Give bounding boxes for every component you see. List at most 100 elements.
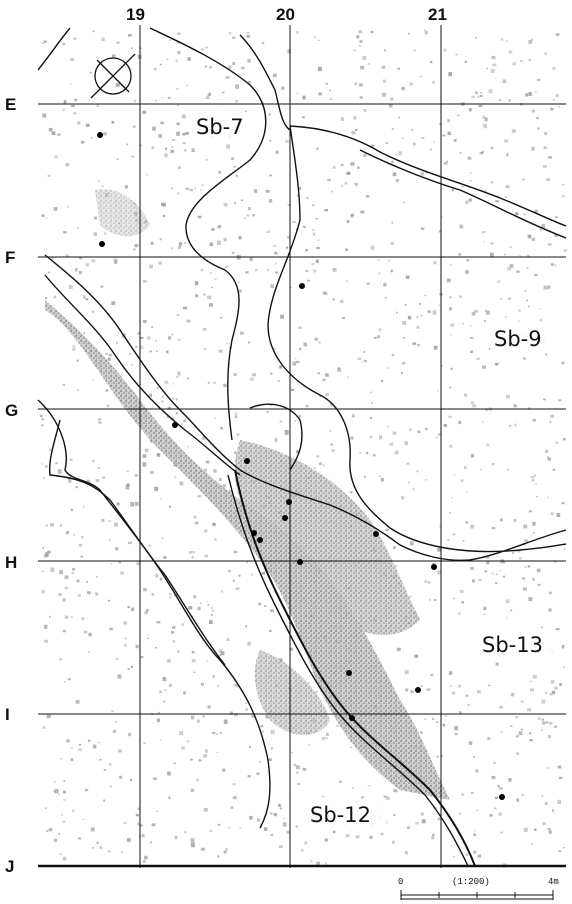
gravel-stone (421, 137, 425, 140)
gravel-stone (153, 68, 157, 71)
gravel-stone (45, 465, 48, 468)
gravel-stone (465, 200, 469, 204)
gravel-stone (40, 414, 43, 418)
find-point (251, 530, 257, 536)
gravel-stone (212, 609, 214, 611)
gravel-stone (562, 847, 565, 849)
gravel-stone (77, 227, 79, 229)
gravel-stone (382, 79, 386, 83)
gravel-stone (545, 691, 548, 694)
gravel-stone (421, 819, 426, 824)
gravel-stone (59, 524, 62, 527)
gravel-stone (341, 185, 343, 187)
gravel-stone (190, 842, 195, 848)
gravel-stone (319, 394, 322, 398)
gravel-stone (135, 345, 138, 348)
gravel-stone (279, 807, 283, 810)
gravel-stone (272, 73, 277, 77)
gravel-stone (340, 300, 344, 304)
gravel-stone (350, 162, 355, 166)
gravel-stone (543, 285, 548, 290)
gravel-stone (218, 171, 221, 174)
gravel-stone (407, 32, 410, 35)
gravel-stone (264, 827, 268, 831)
gravel-stone (229, 489, 233, 493)
gravel-stone (455, 53, 458, 56)
gravel-stone (503, 253, 506, 256)
gravel-stone (276, 253, 278, 255)
gravel-stone (523, 357, 526, 360)
gravel-stone (79, 257, 83, 260)
gravel-stone (505, 40, 508, 43)
gravel-stone (363, 153, 367, 158)
gravel-stone (233, 373, 238, 376)
gravel-stone (563, 438, 566, 441)
gravel-stone (490, 68, 495, 73)
gravel-stone (134, 474, 139, 477)
gravel-stone (287, 203, 291, 206)
gravel-stone (424, 31, 428, 35)
gravel-stone (185, 187, 189, 191)
gravel-stone (106, 404, 110, 408)
gravel-stone (196, 719, 200, 723)
gravel-stone (539, 319, 542, 322)
gravel-stone (535, 483, 537, 485)
gravel-stone (144, 448, 149, 453)
gravel-stone (452, 691, 456, 695)
gravel-stone (469, 325, 472, 327)
gravel-stone (432, 833, 435, 837)
gravel-stone (238, 574, 241, 577)
gravel-stone (554, 725, 557, 728)
gravel-stone (547, 456, 549, 459)
gravel-stone (128, 34, 132, 37)
gravel-stone (234, 451, 237, 455)
gravel-stone (94, 216, 97, 220)
gravel-stone (289, 647, 293, 651)
gravel-stone (495, 200, 499, 203)
gravel-stone (440, 216, 443, 218)
gravel-stone (140, 824, 143, 827)
gravel-stone (362, 56, 367, 60)
gravel-stone (449, 307, 452, 311)
gravel-stone (211, 607, 213, 609)
gravel-stone (231, 157, 234, 160)
gravel-stone (286, 625, 289, 628)
gravel-stone (554, 234, 558, 237)
gravel-stone (468, 198, 472, 202)
gravel-stone (213, 469, 217, 473)
gravel-stone (393, 546, 396, 549)
gravel-stone (534, 828, 537, 832)
gravel-stone (433, 599, 437, 601)
gravel-stone (167, 406, 171, 410)
gravel-stone (523, 587, 527, 591)
gravel-stone (142, 110, 147, 114)
gravel-stone (495, 662, 499, 666)
gravel-stone (438, 230, 442, 233)
gravel-stone (152, 126, 156, 131)
gravel-stone (186, 319, 191, 323)
gravel-stone (163, 700, 166, 703)
gravel-stone (53, 838, 58, 843)
gravel-stone (92, 310, 94, 313)
gravel-stone (541, 718, 544, 721)
north-arrow-icon (90, 53, 136, 99)
gravel-stone (171, 397, 175, 400)
gravel-stone (92, 30, 95, 33)
gravel-stone (277, 380, 280, 382)
row-label-F: F (5, 248, 15, 267)
gravel-stone (161, 395, 164, 398)
gravel-stone (461, 186, 464, 188)
gravel-stone (485, 309, 488, 312)
gravel-stone (424, 294, 427, 297)
gravel-stone (244, 217, 246, 220)
gravel-stone (89, 71, 93, 74)
gravel-stone (47, 271, 51, 274)
gravel-stone (287, 49, 291, 54)
gravel-stone (140, 337, 144, 339)
gravel-stone (200, 602, 202, 604)
gravel-stone (431, 836, 435, 840)
gravel-stone (168, 336, 172, 340)
gravel-stone (169, 39, 171, 41)
gravel-stone (561, 361, 565, 365)
gravel-stone (419, 75, 422, 78)
